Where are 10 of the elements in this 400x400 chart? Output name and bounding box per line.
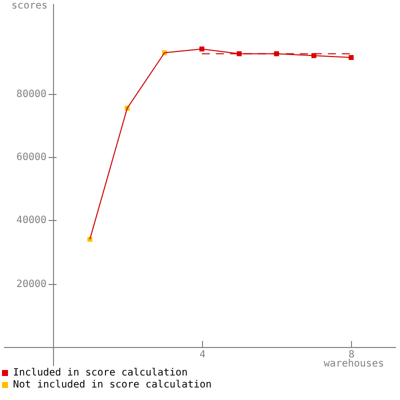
x-tick-label: 8 — [348, 350, 355, 361]
y-tick-label: 60000 — [16, 152, 47, 164]
y-tick-label: 20000 — [16, 279, 47, 290]
y-axis-title: scores — [11, 0, 48, 12]
legend-label: Included in score calculation — [13, 368, 188, 379]
y-tick-label: 80000 — [16, 89, 47, 100]
x-tick-label: 4 — [199, 350, 206, 361]
legend-label: Not included in score calculation — [13, 380, 212, 391]
y-tick-label: 40000 — [16, 215, 47, 226]
x-axis-title: warehouses — [324, 358, 384, 370]
